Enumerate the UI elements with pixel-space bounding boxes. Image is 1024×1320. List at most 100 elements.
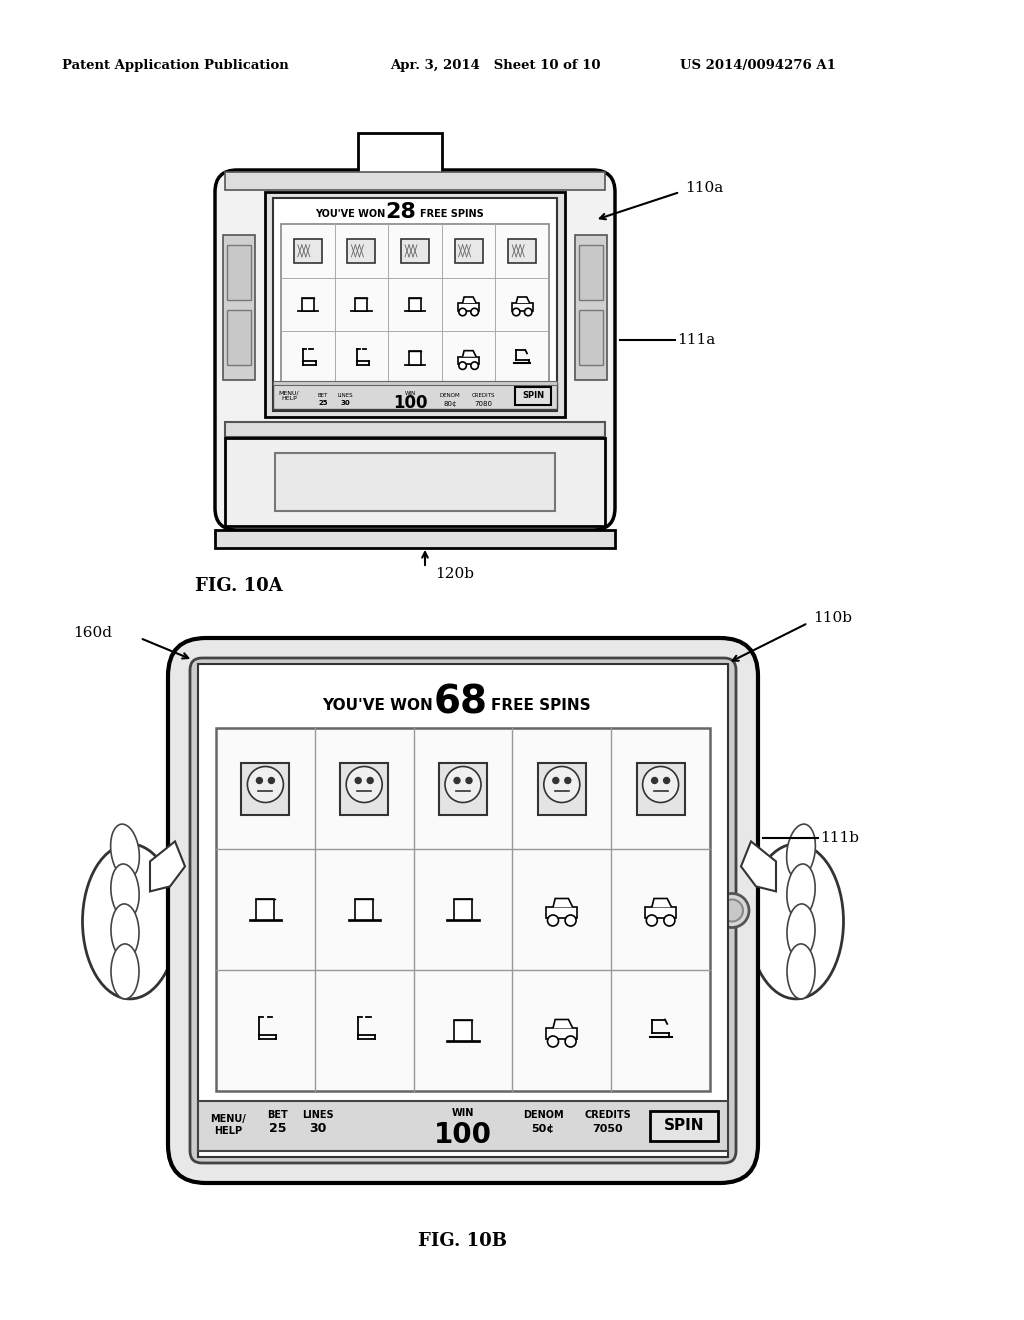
Text: CREDITS: CREDITS <box>471 393 495 399</box>
Ellipse shape <box>787 944 815 999</box>
Circle shape <box>544 767 580 803</box>
Bar <box>409 298 421 312</box>
Circle shape <box>646 915 657 927</box>
Bar <box>198 664 728 678</box>
Text: 50¢: 50¢ <box>531 1125 555 1134</box>
Text: 68: 68 <box>434 682 488 721</box>
Circle shape <box>466 777 472 784</box>
Circle shape <box>368 777 373 784</box>
Ellipse shape <box>83 843 177 999</box>
Text: 111b: 111b <box>820 832 859 845</box>
Text: 30: 30 <box>309 1122 327 1134</box>
Text: US 2014/0094276 A1: US 2014/0094276 A1 <box>680 58 836 71</box>
Text: LINES: LINES <box>302 1110 334 1119</box>
Bar <box>281 224 549 385</box>
Bar <box>256 899 274 920</box>
Polygon shape <box>463 351 476 356</box>
Bar <box>225 422 605 437</box>
Bar <box>198 1101 728 1151</box>
Circle shape <box>664 777 670 784</box>
Circle shape <box>512 309 520 315</box>
Text: HELP: HELP <box>214 1126 242 1137</box>
Circle shape <box>651 777 657 784</box>
Text: WIN: WIN <box>452 1107 474 1118</box>
Bar <box>401 239 429 263</box>
Circle shape <box>548 1036 558 1047</box>
Circle shape <box>715 894 749 928</box>
Text: SPIN: SPIN <box>522 392 544 400</box>
Ellipse shape <box>111 904 139 958</box>
Text: WIN: WIN <box>404 391 416 396</box>
Bar <box>508 239 537 263</box>
Bar <box>645 907 676 919</box>
Circle shape <box>565 915 577 927</box>
Bar <box>216 729 710 1092</box>
Bar <box>547 907 578 919</box>
Circle shape <box>248 767 284 803</box>
Bar <box>512 304 532 310</box>
Text: MENU/: MENU/ <box>210 1114 246 1125</box>
Text: 100: 100 <box>434 1121 492 1148</box>
Text: Apr. 3, 2014   Sheet 10 of 10: Apr. 3, 2014 Sheet 10 of 10 <box>390 58 600 71</box>
Circle shape <box>346 767 382 803</box>
Text: MENU/
HELP: MENU/ HELP <box>279 391 299 401</box>
Bar <box>273 198 557 411</box>
Bar <box>458 356 479 364</box>
Circle shape <box>664 915 675 927</box>
Ellipse shape <box>111 865 139 919</box>
Ellipse shape <box>749 843 844 999</box>
Polygon shape <box>553 1019 572 1028</box>
Text: YOU'VE WON: YOU'VE WON <box>323 698 433 714</box>
Bar <box>275 453 555 511</box>
Text: 110b: 110b <box>813 611 852 624</box>
Text: BET: BET <box>267 1110 289 1119</box>
Polygon shape <box>741 841 776 891</box>
Text: Patent Application Publication: Patent Application Publication <box>62 58 289 71</box>
Text: 100: 100 <box>393 393 427 412</box>
Text: YOU'VE WON: YOU'VE WON <box>314 209 385 219</box>
Polygon shape <box>150 841 185 891</box>
Bar <box>347 239 376 263</box>
Circle shape <box>355 777 361 784</box>
Bar <box>198 664 728 1158</box>
Circle shape <box>268 777 274 784</box>
Text: SPIN: SPIN <box>664 1118 705 1134</box>
Text: 111a: 111a <box>677 333 715 347</box>
Bar <box>225 172 605 190</box>
Bar <box>455 239 482 263</box>
Text: 160d: 160d <box>73 626 112 640</box>
Text: CREDITS: CREDITS <box>585 1110 632 1119</box>
Bar <box>242 763 290 814</box>
Text: 7050: 7050 <box>593 1125 624 1134</box>
Polygon shape <box>463 297 476 304</box>
Circle shape <box>256 777 262 784</box>
Bar <box>273 383 557 409</box>
Bar <box>265 191 565 417</box>
Circle shape <box>643 767 679 803</box>
Bar <box>454 899 472 920</box>
FancyBboxPatch shape <box>190 657 736 1163</box>
Bar <box>454 1020 472 1041</box>
Circle shape <box>721 899 743 921</box>
Text: 25: 25 <box>318 400 328 407</box>
Circle shape <box>553 777 559 784</box>
Circle shape <box>459 362 466 370</box>
Text: DENOM: DENOM <box>439 393 461 399</box>
Circle shape <box>471 362 478 370</box>
Polygon shape <box>516 297 529 304</box>
Circle shape <box>445 767 481 803</box>
Bar <box>340 763 388 814</box>
Text: FIG. 10B: FIG. 10B <box>419 1232 508 1250</box>
Bar <box>637 763 685 814</box>
Text: FREE SPINS: FREE SPINS <box>490 698 591 714</box>
Bar <box>355 899 374 920</box>
Bar <box>358 133 442 176</box>
Ellipse shape <box>786 865 815 919</box>
Bar <box>215 531 615 548</box>
Bar <box>273 381 557 385</box>
Bar <box>579 310 603 366</box>
Text: FREE SPINS: FREE SPINS <box>420 209 483 219</box>
Text: DENOM: DENOM <box>522 1110 563 1119</box>
Ellipse shape <box>786 824 815 879</box>
Polygon shape <box>652 899 672 907</box>
